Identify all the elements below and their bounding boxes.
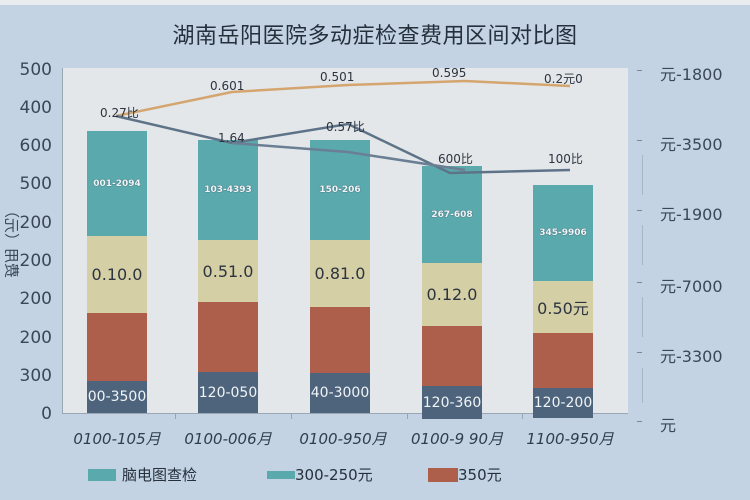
- right-axis-segment: [642, 155, 643, 195]
- line-label: 1.64: [218, 131, 245, 145]
- line-label: 0.2元0: [544, 72, 583, 86]
- bar-stack[interactable]: 001-2094 0.10.0 00-3500: [87, 131, 147, 413]
- bar-segment-beige: 0.81.0: [310, 240, 370, 307]
- legend-label: 脑电图查检: [122, 466, 198, 484]
- x-tick-label: 0100-006月: [184, 430, 272, 448]
- right-axis-segment: [642, 368, 643, 403]
- bar-segment-teal: 150-206: [310, 140, 370, 240]
- right-axis-segment: [642, 297, 643, 337]
- bar-segment-beige: 0.10.0: [87, 236, 147, 313]
- line-label: 0.57比: [326, 120, 365, 134]
- line-series-orange: [115, 79, 571, 118]
- bar-segment-navy: 40-3000: [310, 373, 370, 413]
- bar-segment-navy: 120-360: [422, 386, 482, 419]
- line-label: 100比: [548, 152, 583, 166]
- top-band: [0, 0, 750, 5]
- bar-segment-teal: 267-608: [422, 166, 482, 263]
- y-tick-label: 300: [19, 366, 52, 386]
- x-tick-label: 0100-105月: [73, 430, 161, 448]
- line-label: 600比: [438, 152, 473, 166]
- legend-label: 300-250元: [295, 466, 373, 484]
- bar-stack[interactable]: 267-608 0.12.0 120-360: [422, 166, 482, 419]
- legend-item[interactable]: 300-250元: [267, 464, 373, 485]
- bar-segment-teal: 345-9906: [533, 185, 593, 281]
- right-tick-label: 元-1800: [660, 65, 723, 84]
- legend-swatch-red: [428, 467, 458, 482]
- bar-segment-red: [533, 333, 593, 388]
- bar-segment-teal: 001-2094: [87, 131, 147, 236]
- legend-swatch-teal-2: [267, 470, 295, 479]
- x-tick: [291, 413, 292, 419]
- bar-segment-beige: 0.50元: [533, 281, 593, 333]
- bar-stack[interactable]: 345-9906 0.50元 120-200: [533, 185, 593, 418]
- legend-item[interactable]: 350元: [428, 464, 502, 485]
- x-tick-label: 1100-950月: [526, 430, 614, 448]
- bar-segment-red: [87, 313, 147, 381]
- right-tick-label: 元-3300: [660, 347, 723, 366]
- x-axis-line: [62, 413, 628, 414]
- line-series-slate-2: [231, 141, 466, 172]
- chart-title: 湖南岳阳医院多动症检查费用区间对比图: [172, 24, 578, 49]
- legend-item[interactable]: 脑电图查检: [88, 464, 197, 485]
- bar-segment-navy: 00-3500: [87, 381, 147, 413]
- right-tick: [637, 282, 642, 283]
- y-tick-label: 500: [19, 60, 52, 80]
- legend-swatch-teal: [88, 468, 116, 481]
- bar-stack[interactable]: 103-4393 0.51.0 120-050: [198, 140, 258, 413]
- line-label: 0.601: [210, 79, 245, 93]
- line-label: 0.501: [320, 70, 355, 84]
- y-tick-label: 200: [19, 213, 52, 233]
- left-axis-line: [62, 68, 63, 414]
- right-tick: [637, 421, 642, 422]
- x-tick: [175, 413, 176, 419]
- x-tick-label: 0100-9 90月: [411, 430, 503, 448]
- right-tick-label: 元-7000: [660, 277, 723, 296]
- right-tick: [637, 210, 642, 211]
- y-tick-label: 400: [19, 98, 52, 118]
- line-series-slate: [115, 114, 571, 175]
- legend-label: 350元: [458, 466, 502, 484]
- bar-stack[interactable]: 150-206 0.81.0 40-3000: [310, 140, 370, 413]
- line-label: 0.27比: [100, 106, 139, 120]
- x-tick: [522, 413, 523, 419]
- y-tick-label: 500: [19, 174, 52, 194]
- right-tick: [637, 70, 642, 71]
- bar-segment-navy: 120-050: [198, 372, 258, 413]
- bar-segment-red: [198, 302, 258, 372]
- line-label: 0.595: [432, 66, 467, 80]
- x-tick-label: 0100-950月: [299, 430, 387, 448]
- bar-segment-beige: 0.12.0: [422, 263, 482, 326]
- right-tick: [637, 140, 642, 141]
- bar-segment-red: [422, 326, 482, 386]
- y-tick-label: 0: [41, 404, 52, 424]
- right-tick: [637, 352, 642, 353]
- y-tick-label: 200: [19, 328, 52, 348]
- bar-segment-navy: 120-200: [533, 388, 593, 418]
- y-tick-label: 200: [19, 251, 52, 271]
- bar-segment-red: [310, 307, 370, 373]
- right-tick-label: 元-3500: [660, 135, 723, 154]
- y-tick-label: 200: [19, 289, 52, 309]
- right-axis-segment: [642, 225, 643, 265]
- right-tick-label: 元-1900: [660, 205, 723, 224]
- bar-segment-beige: 0.51.0: [198, 240, 258, 302]
- bar-segment-teal: 103-4393: [198, 140, 258, 240]
- y-tick-label: 600: [19, 136, 52, 156]
- x-tick: [407, 413, 408, 419]
- right-tick-label: 元: [660, 416, 677, 435]
